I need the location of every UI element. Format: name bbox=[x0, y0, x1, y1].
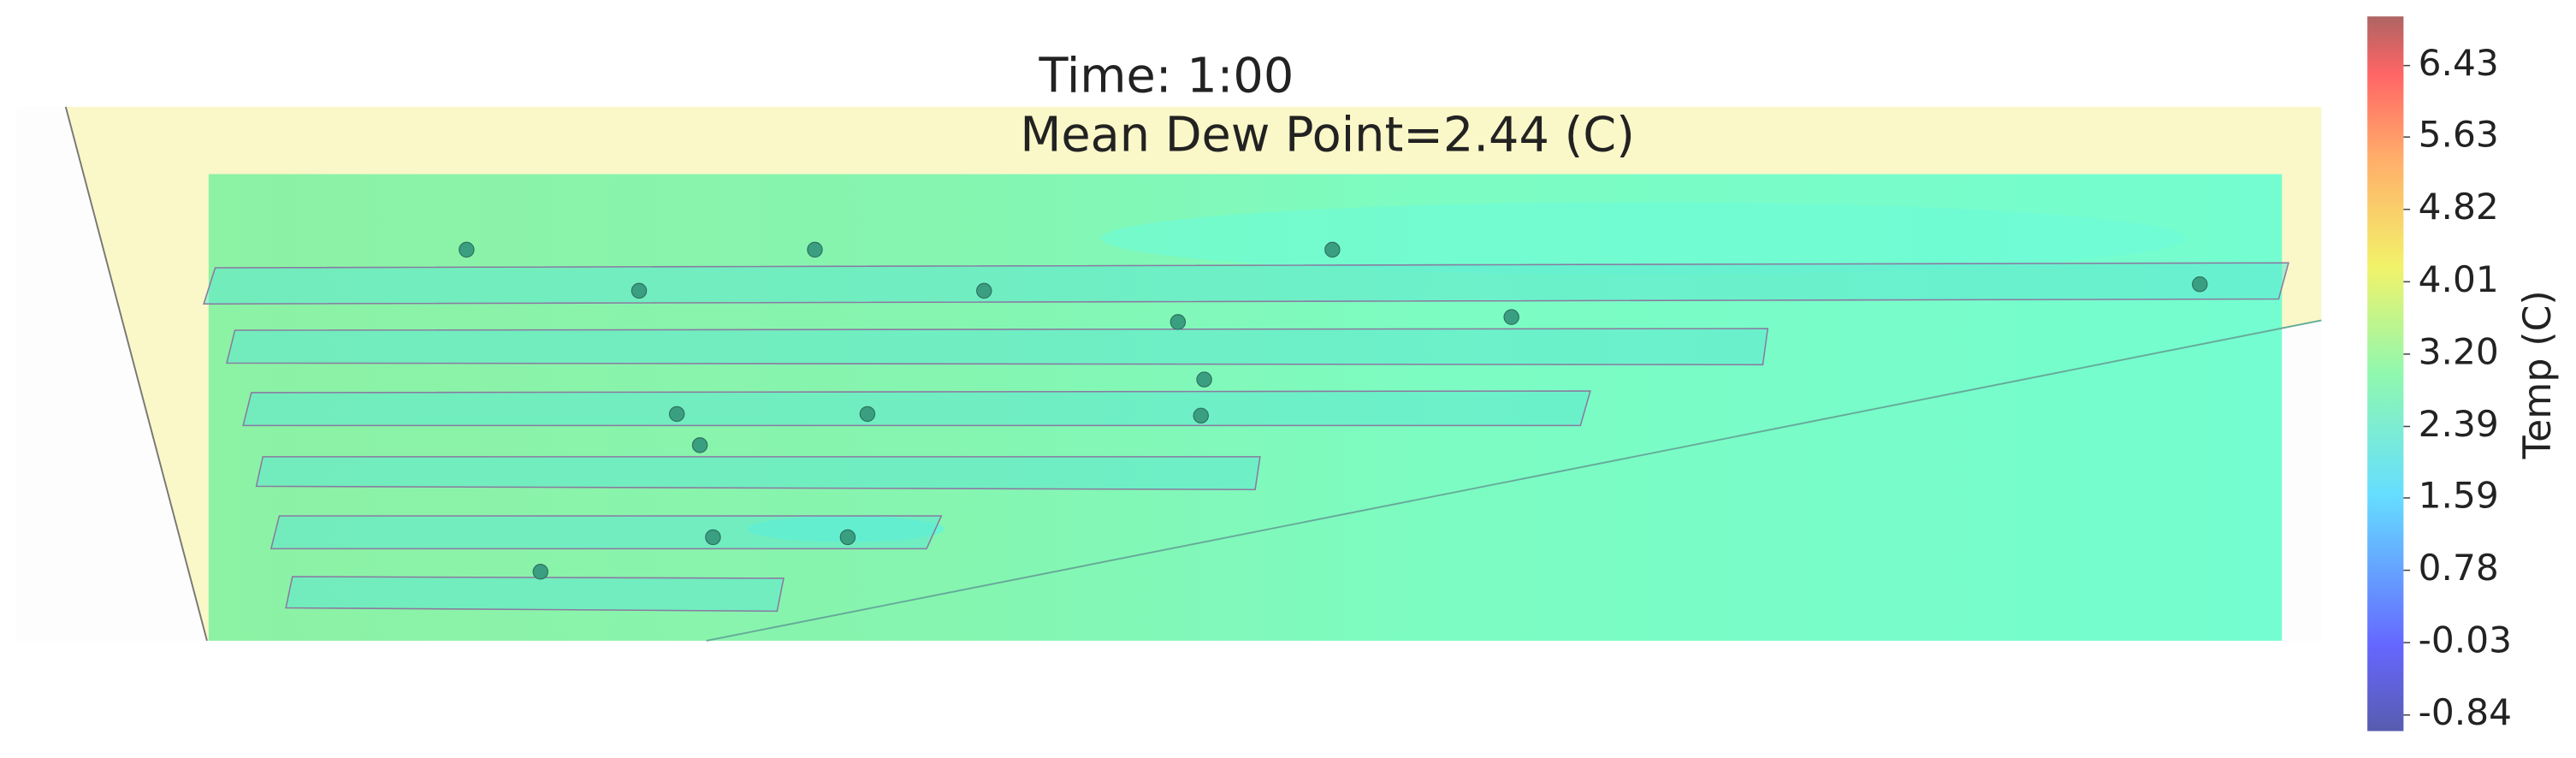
strip bbox=[226, 328, 1769, 366]
sensor bbox=[1170, 314, 1187, 330]
chart-subtitle: Mean Dew Point=2.44 (C) bbox=[1020, 107, 1635, 163]
strip bbox=[255, 456, 1261, 491]
sensor bbox=[1324, 241, 1341, 258]
sensor bbox=[705, 529, 721, 546]
sensor bbox=[459, 241, 475, 258]
colorbar-tick-label: 1.59 bbox=[2419, 475, 2499, 517]
sensor bbox=[807, 241, 823, 258]
strip bbox=[242, 390, 1591, 427]
sensor bbox=[2192, 275, 2208, 293]
boundary bbox=[64, 106, 208, 642]
sensor bbox=[976, 282, 992, 299]
colorbar-tick-label: 4.82 bbox=[2419, 186, 2499, 228]
colorbar-label: Temp (C) bbox=[2516, 290, 2560, 459]
contour-band bbox=[1100, 202, 2185, 275]
sensor bbox=[859, 406, 876, 423]
chart-title: Time: 1:00 bbox=[1039, 48, 1294, 104]
colorbar-ticks: -0.84 -0.03 0.78 1.59 2.39 3.20 4.01 4.82 5.63 6.… bbox=[2403, 42, 2512, 733]
strips bbox=[203, 262, 2289, 613]
colorbar-tick-label: 5.63 bbox=[2419, 114, 2499, 156]
sensor bbox=[668, 406, 685, 423]
sensors bbox=[459, 241, 2208, 580]
strip bbox=[203, 262, 2289, 305]
sensor bbox=[532, 564, 548, 580]
boundary bbox=[706, 319, 2322, 642]
sensor bbox=[1196, 371, 1212, 388]
colorbar-tick-label: 4.01 bbox=[2419, 258, 2499, 300]
colorbar-tick-label: 6.43 bbox=[2419, 42, 2499, 84]
sensor bbox=[1503, 309, 1519, 325]
colorbar-tick-label: -0.84 bbox=[2419, 691, 2512, 733]
plot: Time: 1:00 Mean Dew Point=2.44 (C) Temp … bbox=[16, 16, 2560, 733]
sensor bbox=[631, 282, 648, 299]
colorbar-tick-label: 0.78 bbox=[2419, 547, 2499, 589]
sensor bbox=[691, 437, 708, 453]
sensor bbox=[839, 529, 856, 546]
strip bbox=[269, 515, 943, 550]
colorbar-tick-label: 3.20 bbox=[2419, 330, 2499, 372]
strip bbox=[285, 576, 785, 613]
colorbar-tick-label: -0.03 bbox=[2419, 619, 2512, 661]
colorbar bbox=[2367, 16, 2404, 731]
colorbar-tick-label: 2.39 bbox=[2419, 403, 2499, 445]
sensor bbox=[1193, 407, 1209, 424]
